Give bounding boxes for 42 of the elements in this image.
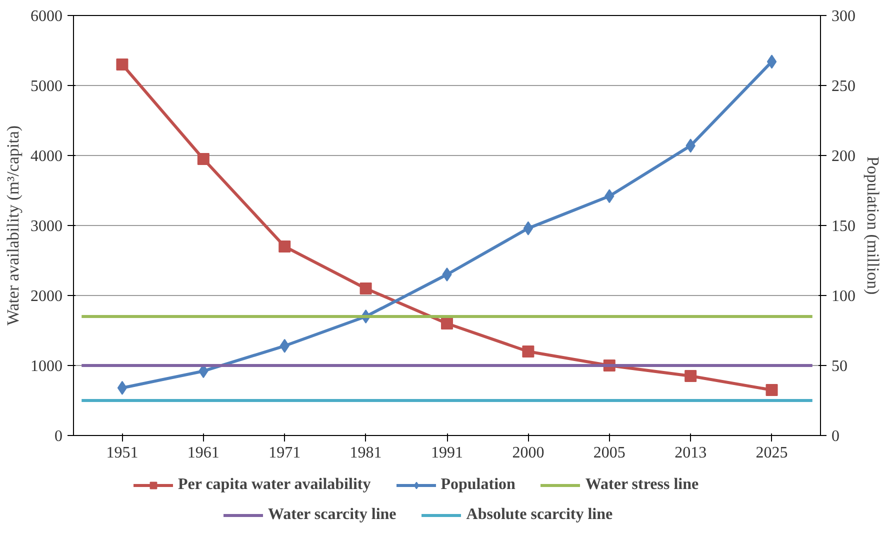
point: [441, 318, 453, 330]
point: [116, 58, 128, 70]
point: [278, 240, 291, 252]
y2-tick-label: 0: [832, 428, 840, 445]
legend-label: Per capita water availability: [178, 476, 371, 494]
x-tick-label: 1961: [187, 444, 220, 462]
y-tick-label: 2000: [30, 288, 62, 305]
y-tick-label: 6000: [30, 8, 62, 25]
legend-label: Water scarcity line: [268, 506, 396, 524]
x-tick-label: 2025: [756, 444, 788, 462]
x-tick-label: 2013: [674, 444, 707, 462]
x-tick-label: 1951: [106, 444, 138, 462]
y2-tick-label: 100: [832, 288, 856, 305]
x-tick-label: 1971: [268, 444, 301, 462]
y-tick-label: 0: [54, 428, 62, 445]
x-tick-label: 2000: [512, 444, 544, 462]
point: [522, 346, 534, 358]
y-axis-title: Water availability (m³/capita): [4, 125, 22, 326]
y2-tick-label: 50: [832, 358, 848, 375]
point: [442, 268, 452, 282]
y-tick-label: 3000: [30, 218, 62, 235]
x-tick-label: 2005: [593, 444, 626, 462]
x-tick-label: 1991: [431, 444, 463, 462]
y-tick-label: 4000: [30, 148, 62, 165]
y2-tick-label: 300: [832, 8, 856, 25]
legend-label: Absolute scarcity line: [466, 506, 613, 524]
y-tick-label: 5000: [30, 78, 62, 95]
point: [523, 221, 534, 236]
legend-label: Water stress line: [585, 476, 699, 494]
point: [766, 54, 777, 69]
y2-tick-label: 200: [832, 148, 856, 165]
point: [117, 380, 128, 395]
y2-axis-title: Population (million): [864, 156, 882, 295]
y2-tick-label: 150: [832, 218, 856, 235]
y2-tick-label: 250: [832, 78, 856, 95]
point: [684, 370, 697, 382]
point: [197, 153, 210, 165]
point: [360, 282, 372, 294]
x-tick-label: 1981: [350, 444, 382, 462]
y-tick-label: 1000: [30, 358, 62, 375]
legend-label: Population: [440, 476, 516, 494]
point: [766, 384, 778, 396]
